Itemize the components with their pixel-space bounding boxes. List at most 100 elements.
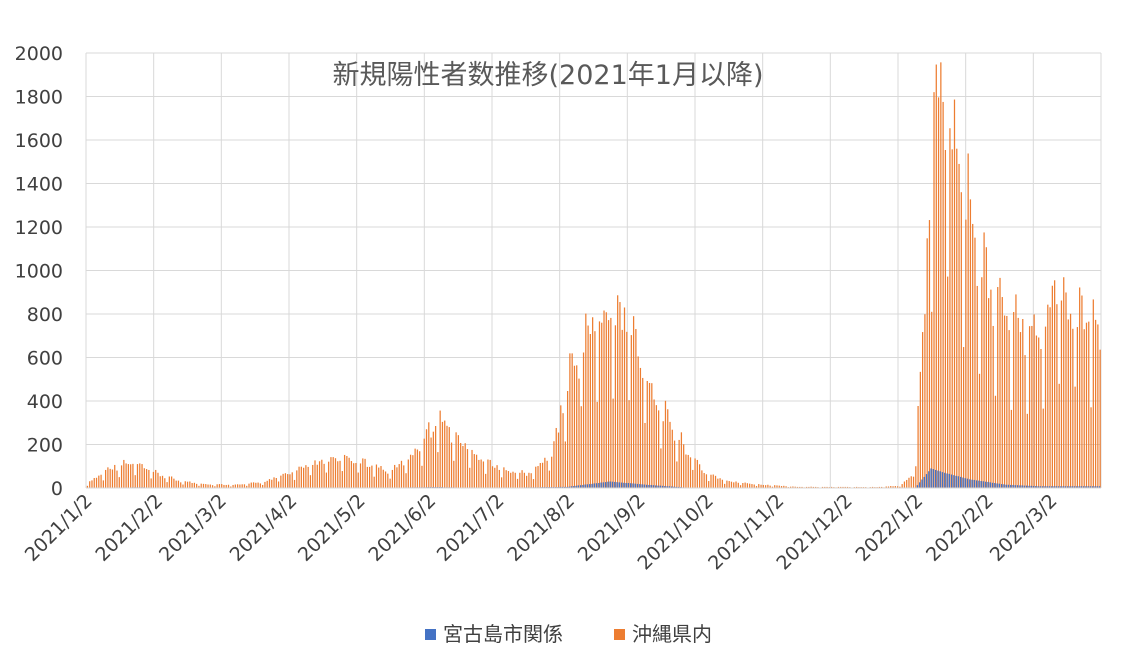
bar-okinawa	[355, 463, 356, 488]
x-tick-label: 2021/2/2	[91, 490, 167, 566]
bar-okinawa	[521, 470, 522, 488]
bar-miyakojima	[933, 469, 934, 488]
bar-okinawa	[410, 455, 411, 488]
bar-okinawa	[435, 426, 436, 488]
bar-okinawa	[171, 476, 172, 488]
bar-okinawa	[519, 473, 520, 488]
bars	[87, 62, 1101, 488]
bar-okinawa	[141, 464, 142, 488]
bar-okinawa	[481, 460, 482, 488]
bar-okinawa	[428, 422, 429, 488]
y-tick-label: 200	[27, 435, 63, 457]
bar-okinawa	[1065, 292, 1066, 488]
bar-miyakojima	[987, 482, 988, 488]
bar-miyakojima	[965, 478, 966, 488]
bar-okinawa	[248, 484, 249, 488]
bar-okinawa	[581, 406, 582, 488]
bar-okinawa	[271, 480, 272, 488]
bar-okinawa	[688, 455, 689, 488]
bar-okinawa	[576, 365, 577, 488]
bar-okinawa	[298, 467, 299, 488]
bar-okinawa	[542, 463, 543, 488]
y-tick-label: 1600	[15, 130, 63, 152]
bar-okinawa	[182, 485, 183, 488]
bar-okinawa	[178, 481, 179, 488]
bar-okinawa	[308, 467, 309, 488]
bar-okinawa	[442, 422, 443, 488]
bar-okinawa	[993, 326, 994, 488]
bar-miyakojima	[644, 485, 645, 488]
bar-okinawa	[187, 482, 188, 488]
bar-okinawa	[515, 473, 516, 488]
bar-okinawa	[369, 467, 370, 488]
bar-okinawa	[176, 481, 177, 488]
bar-okinawa	[583, 353, 584, 489]
bar-okinawa	[1038, 337, 1039, 488]
bar-okinawa	[724, 484, 725, 488]
bar-okinawa	[412, 455, 413, 488]
bar-okinawa	[100, 475, 101, 488]
bar-okinawa	[503, 467, 504, 488]
bar-okinawa	[660, 448, 661, 488]
bar-okinawa	[574, 366, 575, 488]
bar-okinawa	[572, 353, 573, 488]
bar-okinawa	[754, 485, 755, 488]
bar-miyakojima	[635, 484, 636, 488]
bar-miyakojima	[639, 484, 640, 488]
bar-okinawa	[194, 483, 195, 488]
bar-okinawa	[1045, 327, 1046, 488]
bar-miyakojima	[625, 483, 626, 488]
bar-okinawa	[153, 472, 154, 488]
bar-okinawa	[940, 62, 941, 488]
bar-okinawa	[640, 368, 641, 488]
bar-okinawa	[565, 441, 566, 488]
bar-miyakojima	[953, 475, 954, 488]
x-tick-label: 2022/1/2	[851, 490, 927, 566]
bar-okinawa	[1097, 324, 1098, 488]
x-axis-ticks: 2021/1/22021/2/22021/3/22021/4/22021/5/2…	[21, 490, 1062, 574]
bar-okinawa	[139, 463, 140, 488]
bar-okinawa	[742, 483, 743, 488]
bar-okinawa	[235, 485, 236, 488]
y-tick-label: 1000	[15, 261, 63, 283]
bar-okinawa	[931, 312, 932, 488]
bar-okinawa	[485, 474, 486, 488]
bar-okinawa	[148, 470, 149, 488]
bar-okinawa	[358, 473, 359, 488]
bar-okinawa	[669, 422, 670, 488]
bar-okinawa	[647, 381, 648, 488]
bar-okinawa	[1059, 384, 1060, 488]
x-tick-label: 2021/5/2	[294, 490, 370, 566]
bar-okinawa	[578, 379, 579, 488]
bar-okinawa	[690, 457, 691, 488]
bar-okinawa	[276, 478, 277, 488]
bar-okinawa	[749, 484, 750, 488]
bar-okinawa	[203, 484, 204, 488]
bar-okinawa	[296, 470, 297, 488]
bar-okinawa	[1068, 319, 1069, 488]
bar-okinawa	[927, 238, 928, 488]
bar-okinawa	[719, 478, 720, 488]
bar-miyakojima	[974, 480, 975, 488]
bar-okinawa	[207, 485, 208, 488]
bar-okinawa	[615, 325, 616, 488]
bar-okinawa	[915, 466, 916, 488]
bar-okinawa	[706, 474, 707, 488]
bar-okinawa	[979, 374, 980, 488]
bar-okinawa	[656, 405, 657, 488]
bar-okinawa	[162, 476, 163, 488]
bar-okinawa	[1100, 350, 1101, 488]
bar-okinawa	[255, 483, 256, 488]
bar-okinawa	[426, 429, 427, 488]
bar-okinawa	[1036, 336, 1037, 488]
bar-okinawa	[257, 483, 258, 488]
bar-okinawa	[346, 456, 347, 488]
bar-okinawa	[929, 220, 930, 488]
bar-okinawa	[440, 411, 441, 488]
bar-okinawa	[1018, 318, 1019, 488]
bar-okinawa	[924, 314, 925, 488]
bar-miyakojima	[641, 484, 642, 488]
bar-okinawa	[189, 481, 190, 488]
bar-okinawa	[264, 482, 265, 488]
